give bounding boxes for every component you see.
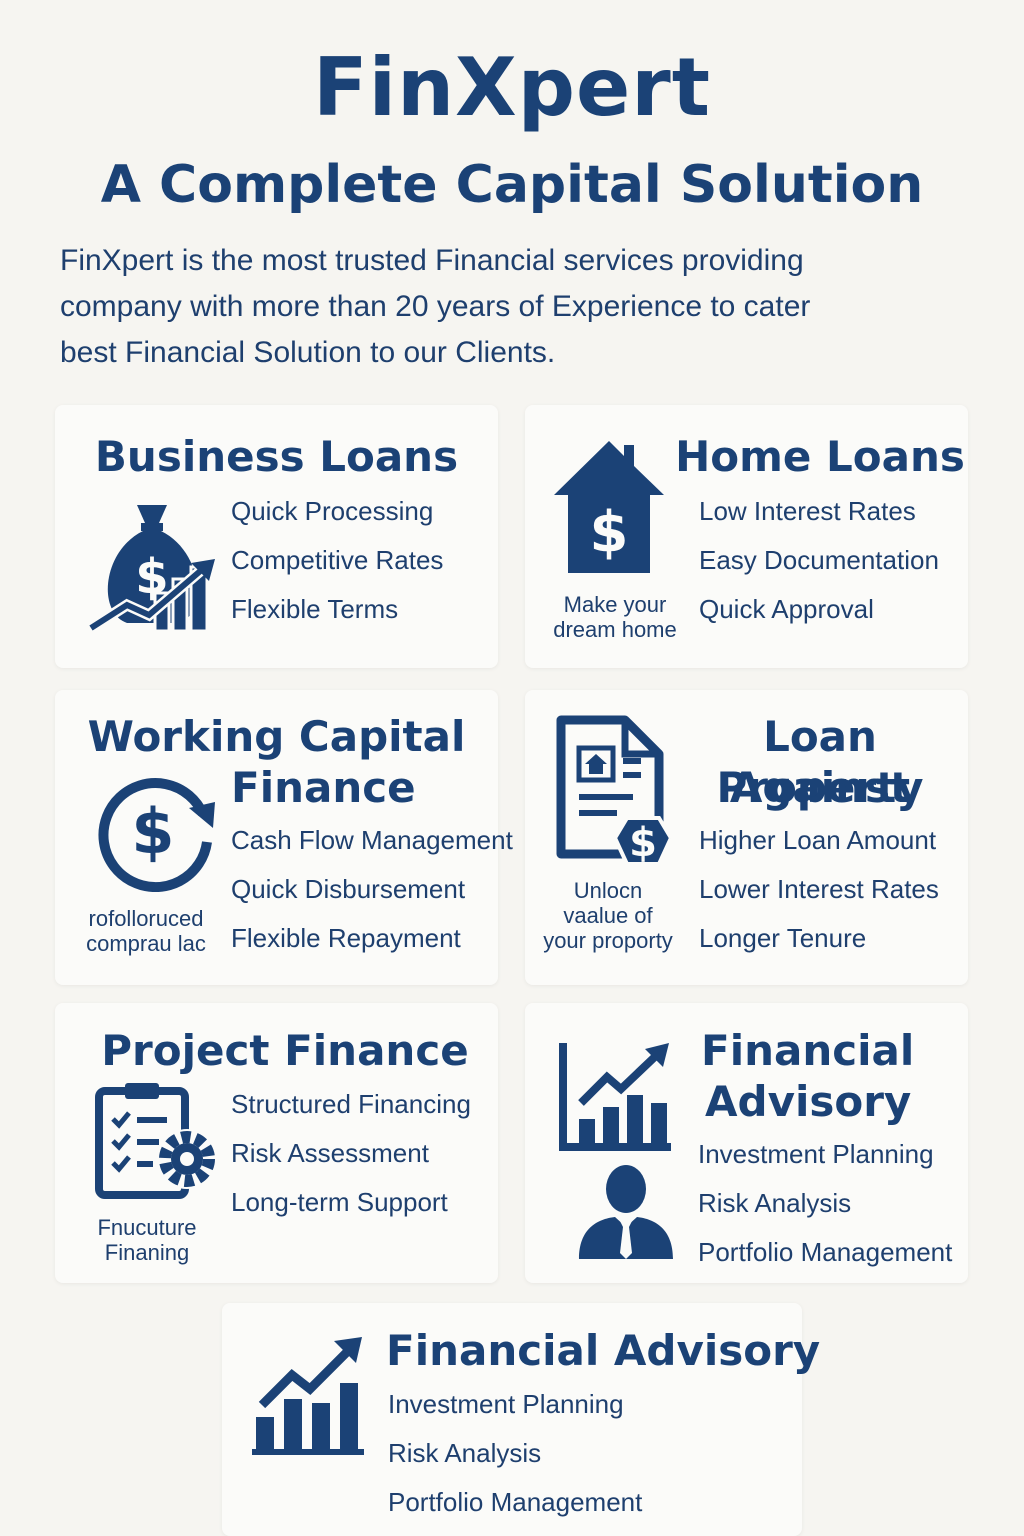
card-title: Home Loans <box>675 432 965 481</box>
feature-item: Longer Tenure <box>699 923 867 953</box>
bar-chart-arrow-icon <box>252 1333 368 1457</box>
card-financial-advisory-bottom[interactable]: Financial Advisory Investment Planning R… <box>222 1303 820 1536</box>
caption-line: Finaning <box>104 1240 190 1265</box>
caption: Unlocn vaalue of your proporty <box>533 878 683 953</box>
card-financial-advisory[interactable]: Financial Advisory Investment Planning R… <box>525 1003 968 1283</box>
feature-item: Flexible Repayment <box>231 923 461 953</box>
feature-item: Lower Interest Rates <box>699 874 939 904</box>
feature-item: Portfolio Management <box>698 1237 953 1267</box>
caption-line: vaalue of <box>563 903 653 928</box>
feature-item: Portfolio Management <box>388 1487 643 1517</box>
caption-line: dream home <box>553 617 677 642</box>
card-title: Financial Advisory <box>386 1326 821 1375</box>
card-title-line2: Advisory <box>705 1077 912 1126</box>
cycle-dollar-icon: $ <box>93 768 217 892</box>
feature-item: Easy Documentation <box>699 545 939 575</box>
feature-item: Risk Assessment <box>231 1138 429 1168</box>
page-title: FinXpert <box>313 41 711 134</box>
card-title-line2: Finance <box>231 763 416 812</box>
card-title: Business Loans <box>94 432 459 481</box>
feature-item: Risk Analysis <box>698 1188 852 1218</box>
feature-item: Quick Disbursement <box>231 874 466 904</box>
card-working-capital[interactable]: Working Capital Finance $ rofolloruced c… <box>55 690 513 985</box>
intro-line: FinXpert is the most trusted Financial s… <box>60 244 804 277</box>
feature-list: Low Interest Rates Easy Documentation Qu… <box>699 487 939 634</box>
money-bag-growth-icon: $ <box>87 493 217 635</box>
feature-item: Quick Processing <box>231 496 434 526</box>
card-title: Project Finance <box>101 1026 469 1075</box>
intro-text: FinXpert is the most trusted Financial s… <box>60 238 960 376</box>
intro-line: best Financial Solution to our Clients. <box>60 336 556 369</box>
house-dollar-icon: $ <box>552 439 666 575</box>
feature-item: Long-term Support <box>231 1187 448 1217</box>
caption-line: comprau lac <box>86 931 206 956</box>
caption-line: Unlocn <box>573 878 643 903</box>
feature-item: Higher Loan Amount <box>699 825 937 855</box>
card-title-line2: Property <box>716 763 924 812</box>
caption-line: your proporty <box>543 928 673 953</box>
feature-item: Quick Approval <box>699 594 874 624</box>
card-project-finance[interactable]: Project Finance Fnucuture Finaning Struc… <box>55 1003 498 1283</box>
feature-item: Risk Analysis <box>388 1438 542 1468</box>
feature-list: Cash Flow Management Quick Disbursement … <box>231 816 513 963</box>
property-document-icon: $ <box>555 714 671 866</box>
card-title-line1: Financial <box>701 1026 915 1075</box>
feature-item: Cash Flow Management <box>231 825 513 855</box>
feature-item: Investment Planning <box>698 1139 934 1169</box>
card-loan-against-property[interactable]: Loan Against Property $ Unlocn vaalue of… <box>525 690 968 985</box>
card-home-loans[interactable]: Home Loans $ Make your dream home Low In… <box>525 405 968 668</box>
feature-list: Quick Processing Competitive Rates Flexi… <box>231 487 443 634</box>
intro-line: company with more than 20 years of Exper… <box>60 290 811 323</box>
svg-text:$: $ <box>590 500 629 565</box>
growth-chart-icon <box>557 1041 673 1153</box>
page-subtitle: A Complete Capital Solution <box>100 155 924 215</box>
feature-item: Flexible Terms <box>231 594 399 624</box>
caption-line: Fnucuture <box>97 1215 197 1240</box>
feature-list: Higher Loan Amount Lower Interest Rates … <box>699 816 939 963</box>
card-business-loans[interactable]: Business Loans $ Quick Processing Compet… <box>55 405 498 668</box>
caption: rofolloruced comprau lac <box>75 906 217 956</box>
feature-list: Structured Financing Risk Assessment Lon… <box>231 1080 471 1227</box>
checklist-gear-icon <box>95 1081 221 1201</box>
caption-line: rofolloruced <box>88 906 204 931</box>
feature-item: Low Interest Rates <box>699 496 916 526</box>
card-title-line1: Working Capital <box>87 712 466 761</box>
caption: Fnucuture Finaning <box>79 1215 215 1265</box>
advisor-person-icon <box>577 1165 675 1259</box>
card-title-line1: Loan Against <box>729 712 911 812</box>
svg-text:$: $ <box>629 820 657 866</box>
caption: Make your dream home <box>539 592 691 642</box>
feature-item: Investment Planning <box>388 1389 624 1419</box>
feature-item: Structured Financing <box>231 1089 471 1119</box>
caption-line: Make your <box>563 592 667 617</box>
feature-list: Investment Planning Risk Analysis Portfo… <box>698 1130 952 1277</box>
svg-text:$: $ <box>131 795 174 868</box>
feature-list: Investment Planning Risk Analysis Portfo… <box>388 1380 642 1527</box>
feature-item: Competitive Rates <box>231 545 444 575</box>
